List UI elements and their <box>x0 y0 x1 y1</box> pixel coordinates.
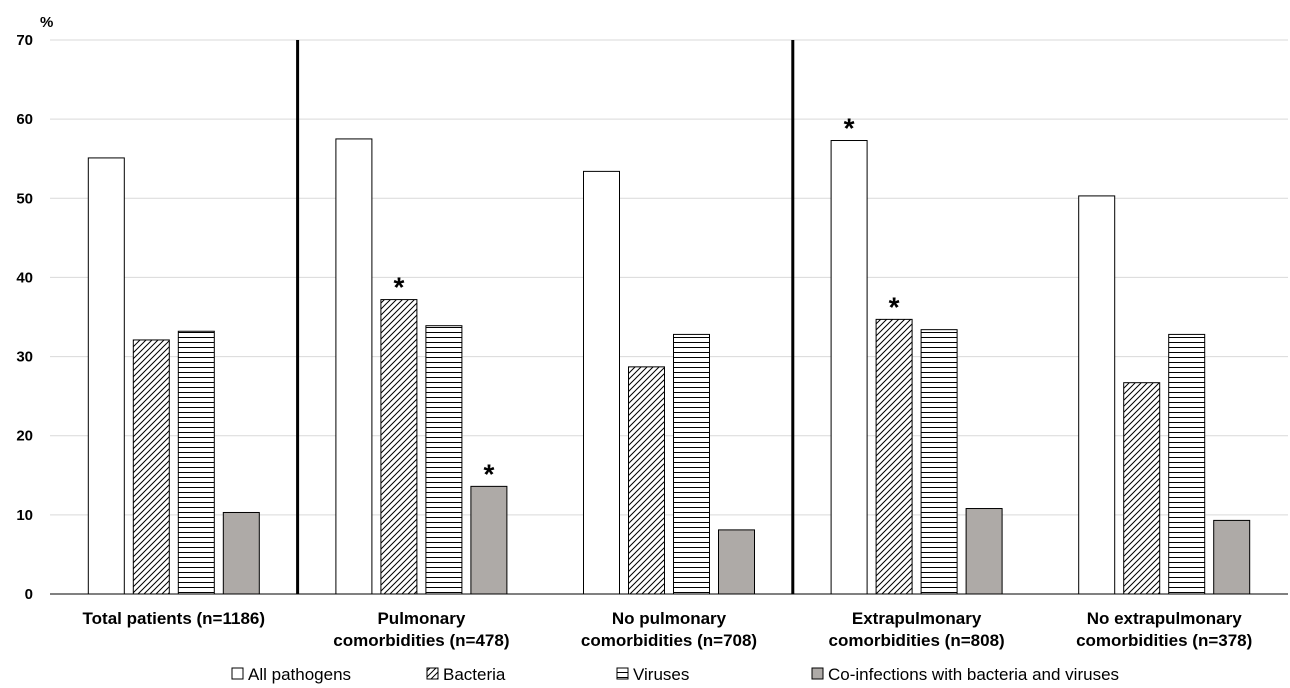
significance-marker: * <box>889 291 900 322</box>
legend-swatch-viruses <box>616 667 629 680</box>
bar-all-pathogens <box>583 170 620 595</box>
legend-label: All pathogens <box>248 665 351 684</box>
legend-swatch-all-pathogens <box>231 667 244 680</box>
group-dividers <box>296 40 795 594</box>
y-tick-label: 10 <box>16 507 33 524</box>
legend: All pathogens Bacteria Viruses Co-infection… <box>231 665 1119 684</box>
y-tick-label: 50 <box>16 190 33 207</box>
category-label: Pulmonary <box>377 609 465 628</box>
category-label: Extrapulmonary <box>852 609 982 628</box>
gridlines <box>50 39 1288 516</box>
y-axis-unit-label: % <box>40 14 53 31</box>
y-tick-label: 40 <box>16 269 33 286</box>
bar-bacteria <box>628 366 665 595</box>
bar-all-pathogens <box>335 138 373 595</box>
bar-co-infections-with-bacteria-and-viruses <box>965 508 1003 595</box>
legend-label: Co-infections with bacteria and viruses <box>828 665 1119 684</box>
y-tick-label: 60 <box>16 111 33 128</box>
bars <box>87 138 1251 595</box>
bar-viruses <box>177 330 215 595</box>
y-tick-labels: 0 10 20 30 40 50 60 70 <box>16 32 33 603</box>
y-tick-label: 0 <box>25 586 33 603</box>
bar-bacteria <box>875 318 913 595</box>
legend-swatch-bacteria <box>426 667 439 680</box>
legend-label: Bacteria <box>443 665 506 684</box>
bar-co-infections-with-bacteria-and-viruses <box>1213 519 1251 595</box>
bar-viruses <box>1168 333 1206 595</box>
category-label: comorbidities (n=478) <box>333 631 509 650</box>
category-label: No extrapulmonary <box>1087 609 1242 628</box>
bar-co-infections-with-bacteria-and-viruses <box>718 529 755 595</box>
bar-bacteria <box>1123 382 1161 595</box>
bar-co-infections-with-bacteria-and-viruses <box>222 511 260 595</box>
category-label: comorbidities (n=378) <box>1076 631 1252 650</box>
category-label: comorbidities (n=708) <box>581 631 757 650</box>
bar-viruses <box>920 329 958 595</box>
bar-viruses <box>425 325 463 595</box>
bar-co-infections-with-bacteria-and-viruses <box>470 485 508 595</box>
significance-markers: * * * * <box>393 113 899 490</box>
legend-label: Viruses <box>633 665 689 684</box>
significance-marker: * <box>844 113 855 144</box>
bar-all-pathogens <box>1078 195 1116 595</box>
bar-bacteria <box>132 339 170 595</box>
bar-viruses <box>673 333 710 595</box>
category-label: No pulmonary <box>612 609 727 628</box>
y-tick-label: 30 <box>16 349 33 366</box>
bar-bacteria <box>380 299 418 595</box>
y-tick-label: 20 <box>16 428 33 445</box>
significance-marker: * <box>483 458 494 489</box>
category-labels: Total patients (n=1186) Pulmonary comorbid… <box>83 609 1253 650</box>
category-label: comorbidities (n=808) <box>829 631 1005 650</box>
bar-all-pathogens <box>830 140 868 595</box>
category-label: Total patients (n=1186) <box>83 609 265 628</box>
y-tick-label: 70 <box>16 32 33 49</box>
bar-all-pathogens <box>87 157 125 595</box>
legend-swatch-co-infections-with-bacteria-and-viruses <box>811 667 824 680</box>
significance-marker: * <box>393 272 404 303</box>
